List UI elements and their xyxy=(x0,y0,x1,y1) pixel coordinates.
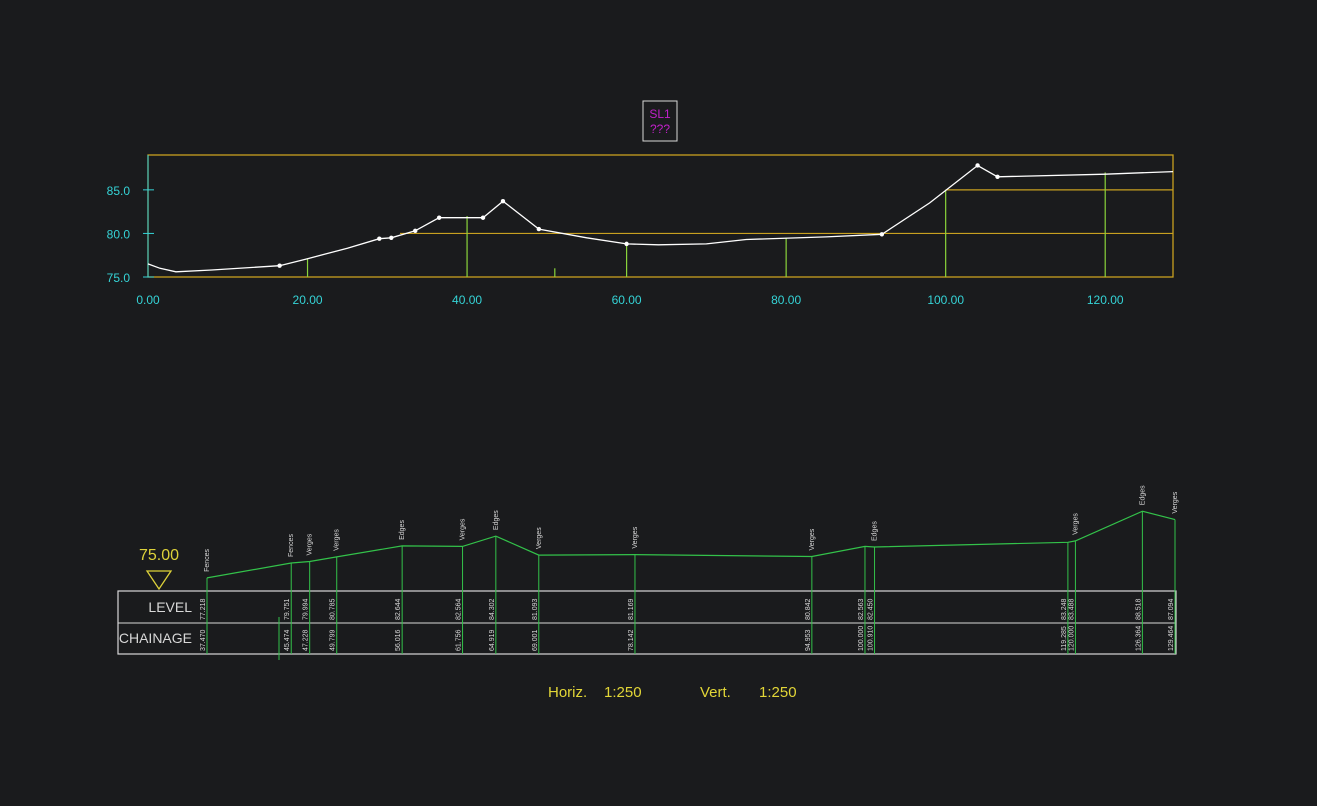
station-chainage-value: 119.285 xyxy=(1061,626,1068,651)
cross-section-profile-line xyxy=(206,510,1176,579)
y-axis-tick-label: 80.0 xyxy=(107,227,131,241)
station-level-value: 84.302 xyxy=(489,598,496,620)
station-chainage-value: 120.000 xyxy=(1068,626,1075,651)
station-chainage-value: 56.016 xyxy=(395,629,402,651)
station-chainage-value: 61.756 xyxy=(456,629,463,651)
station-level-value: 77.218 xyxy=(200,598,207,620)
survey-point xyxy=(436,215,442,220)
station-feature-code: Edges xyxy=(493,510,500,530)
station-chainage-value: 129.464 xyxy=(1168,626,1175,651)
station-level-value: 81.093 xyxy=(532,598,539,620)
section-tag-unknown: ??? xyxy=(650,122,670,136)
survey-point xyxy=(975,163,980,168)
station-chainage-value: 64.919 xyxy=(489,629,496,651)
station-level-value: 88.518 xyxy=(1135,598,1142,620)
station-level-value: 83.488 xyxy=(1068,598,1075,620)
station-feature-code: Edges xyxy=(872,521,879,541)
station-feature-code: Verges xyxy=(460,518,467,540)
station-feature-code: Edges xyxy=(399,520,406,540)
station-level-value: 80.785 xyxy=(330,598,337,620)
survey-point xyxy=(389,235,394,240)
station-level-value: 81.169 xyxy=(628,598,635,620)
x-axis-tick-label: 100.00 xyxy=(927,293,964,307)
vert-scale-label: Vert. xyxy=(700,684,731,701)
station-feature-code: Verges xyxy=(632,526,639,548)
x-axis-tick-label: 40.00 xyxy=(452,293,482,307)
survey-point xyxy=(536,226,542,232)
station-chainage-value: 100.910 xyxy=(868,626,875,651)
x-axis-tick-label: 60.00 xyxy=(612,293,642,307)
survey-point xyxy=(377,236,382,241)
survey-point xyxy=(624,241,629,247)
station-chainage-value: 37.470 xyxy=(200,629,207,651)
station-chainage-value: 49.799 xyxy=(330,629,337,651)
station-level-value: 82.563 xyxy=(858,598,865,620)
station-level-value: 80.842 xyxy=(805,598,812,620)
station-level-value: 87.094 xyxy=(1168,598,1175,620)
station-feature-code: Edges xyxy=(1139,485,1146,505)
station-chainage-value: 126.364 xyxy=(1135,626,1142,651)
scale-legend: Horiz. 1:250 Vert. 1:250 xyxy=(548,684,797,701)
survey-point xyxy=(879,232,885,237)
section-tag-box xyxy=(642,100,678,142)
station-level-value: 82.644 xyxy=(395,598,402,620)
station-chainage-value: 100.000 xyxy=(858,626,865,651)
station-level-value: 82.450 xyxy=(868,598,875,620)
horiz-scale-value: 1:250 xyxy=(604,684,642,701)
y-axis-tick-label: 85.0 xyxy=(107,184,131,198)
station-feature-code: Verges xyxy=(809,528,816,550)
datum-level-label: 75.00 xyxy=(139,547,179,564)
ground-profile-line xyxy=(147,164,1174,273)
station-feature-code: Verges xyxy=(1072,513,1079,535)
long-section-profile: 75.0 80.0 85.0 0.00 20.00 40.00 60.00 80.00 100.… xyxy=(107,154,1174,307)
y-axis-tick-label: 75.0 xyxy=(107,271,131,285)
survey-point xyxy=(500,198,506,204)
x-axis-tick-label: 0.00 xyxy=(136,293,160,307)
station-chainage-value: 45.474 xyxy=(284,629,291,651)
station-feature-code: Fences xyxy=(288,534,295,557)
survey-point xyxy=(995,174,1000,179)
station-chainage-value: 78.142 xyxy=(628,629,635,651)
survey-point xyxy=(277,263,282,268)
station-feature-code: Verges xyxy=(536,527,543,549)
station-feature-code: Verges xyxy=(307,533,314,555)
section-tag-name: SL1 xyxy=(649,107,671,121)
cross-section-profile: 75.00 LEVEL CHAINAGE 77.218 37.470 Fences 7… xyxy=(117,485,1179,660)
station-feature-code: Fences xyxy=(204,548,211,571)
survey-point xyxy=(413,228,418,234)
horiz-scale-label: Horiz. xyxy=(548,684,587,701)
station-chainage-value: 69.001 xyxy=(532,629,539,651)
long-section-frame xyxy=(147,154,1174,278)
chainage-row-label: CHAINAGE xyxy=(119,630,192,646)
station-chainage-value: 94.953 xyxy=(805,629,812,651)
station-level-value: 83.248 xyxy=(1061,598,1068,620)
survey-point xyxy=(480,215,486,220)
station-feature-code: Verges xyxy=(334,529,341,551)
x-axis-tick-label: 20.00 xyxy=(293,293,323,307)
station-level-value: 79.994 xyxy=(303,598,310,620)
station-feature-code: Verges xyxy=(1172,491,1179,513)
level-row-label: LEVEL xyxy=(148,599,192,615)
section-tag: SL1 ??? xyxy=(642,100,678,142)
station-level-value: 79.751 xyxy=(284,598,291,620)
x-axis-tick-label: 80.00 xyxy=(771,293,801,307)
vert-scale-value: 1:250 xyxy=(759,684,797,701)
datum-triangle-icon xyxy=(145,570,173,591)
station-level-value: 82.564 xyxy=(456,598,463,620)
station-chainage-value: 47.228 xyxy=(303,629,310,651)
x-axis-tick-label: 120.00 xyxy=(1087,293,1124,307)
